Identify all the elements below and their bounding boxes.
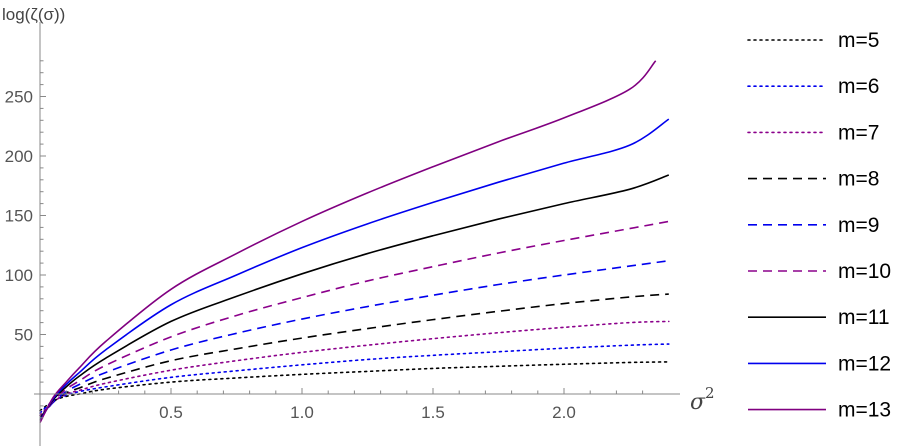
- legend-item-m-13: m=13: [748, 399, 891, 422]
- legend-item-m-12: m=12: [748, 352, 891, 375]
- x-tick-label: 1.5: [421, 403, 445, 422]
- x-tick-label: 1.0: [290, 403, 314, 422]
- legend-item-m-10: m=10: [748, 260, 891, 283]
- legend: m=5 m=6 m=7 m=8 m=9 m=10 m=11 m=12 m=13: [747, 29, 891, 422]
- series-line-m-8: [39, 293, 669, 419]
- series-line-m-10: [39, 220, 669, 421]
- y-tick-label: 150: [5, 207, 33, 226]
- legend-item-m-9: m=9: [748, 214, 879, 237]
- legend-item-m-8: m=8: [748, 168, 879, 191]
- legend-label: m=13: [838, 399, 891, 422]
- axes: 0.5 1.0 1.5 2.0 50 100 150 200 250 log(ζ(σ)) σ2: [2, 5, 715, 446]
- x-axis-title: σ2: [690, 384, 715, 415]
- legend-label: m=10: [838, 260, 891, 283]
- legend-label: m=9: [838, 214, 879, 237]
- x-tick-label: 0.5: [159, 403, 183, 422]
- series-line-m-12: [39, 118, 670, 422]
- y-tick-label: 250: [5, 88, 33, 107]
- y-tick-label: 50: [14, 326, 33, 345]
- legend-item-m-7: m=7: [747, 121, 879, 144]
- y-axis-title: log(ζ(σ)): [2, 5, 65, 24]
- series-line-m-11: [39, 174, 670, 421]
- legend-label: m=7: [838, 121, 879, 144]
- y-tick-label: 200: [5, 147, 33, 166]
- legend-label: m=12: [838, 352, 891, 375]
- series-line-m-7: [39, 320, 670, 417]
- legend-label: m=5: [838, 29, 879, 52]
- legend-item-m-11: m=11: [748, 306, 890, 329]
- series-line-m-13: [39, 60, 657, 423]
- legend-label: m=11: [838, 306, 890, 329]
- legend-label: m=8: [838, 168, 879, 191]
- legend-label: m=6: [838, 75, 879, 98]
- series-line-m-6: [39, 343, 670, 414]
- series-line-m-9: [39, 259, 669, 420]
- series-line-m-5: [39, 361, 670, 412]
- y-tick-label: 100: [5, 266, 33, 285]
- legend-item-m-6: m=6: [747, 75, 879, 98]
- plot-area: [39, 60, 670, 423]
- legend-item-m-5: m=5: [747, 29, 879, 52]
- x-tick-label: 2.0: [552, 403, 576, 422]
